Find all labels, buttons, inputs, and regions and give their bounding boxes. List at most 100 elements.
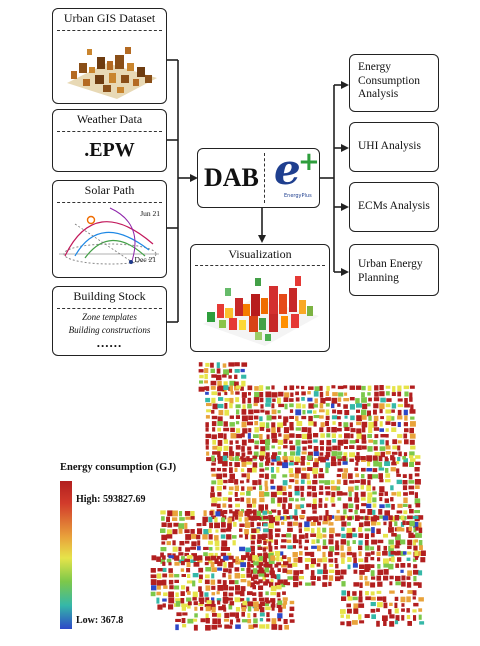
building-footprint — [222, 604, 226, 611]
building-footprint — [364, 564, 371, 571]
building-footprint — [223, 607, 227, 612]
building-footprint — [346, 621, 352, 627]
building-footprint — [400, 569, 404, 573]
building-footprint — [205, 397, 211, 403]
building-footprint — [408, 480, 415, 484]
building-footprint — [364, 569, 370, 572]
building-footprint — [223, 385, 229, 390]
building-footprint — [409, 451, 415, 456]
building-footprint — [264, 567, 270, 573]
building-footprint — [364, 581, 370, 586]
building-footprint — [350, 415, 355, 421]
building-footprint — [376, 521, 381, 526]
building-footprint — [236, 409, 240, 415]
building-footprint — [379, 439, 385, 445]
building-footprint — [388, 609, 392, 615]
building-footprint — [395, 563, 400, 568]
urban-gis-box: Urban GIS Dataset — [52, 8, 167, 104]
building-footprint — [356, 428, 362, 434]
building-footprint — [364, 614, 370, 618]
building-footprint — [301, 451, 307, 455]
building-footprint — [402, 520, 406, 526]
building-footprint — [251, 510, 256, 514]
building-footprint — [259, 607, 265, 613]
building-footprint — [314, 386, 320, 391]
building-footprint — [178, 546, 182, 552]
building-footprint — [253, 607, 259, 612]
building-footprint — [358, 558, 364, 562]
building-footprint — [406, 615, 411, 620]
building-footprint — [337, 445, 341, 451]
building-footprint — [228, 491, 233, 495]
building-footprint — [379, 515, 385, 519]
building-footprint — [341, 527, 345, 531]
building-footprint — [271, 474, 277, 479]
building-footprint — [401, 603, 405, 607]
building-footprint — [229, 580, 235, 585]
building-footprint — [342, 492, 348, 496]
building-footprint — [150, 591, 156, 597]
building-footprint — [176, 612, 182, 617]
building-footprint — [382, 615, 388, 621]
building-footprint — [413, 569, 419, 575]
building-footprint — [251, 528, 257, 533]
building-footprint — [235, 421, 240, 425]
building-footprint — [322, 521, 328, 525]
building-footprint — [415, 455, 421, 459]
building-footprint — [228, 486, 234, 491]
building-footprint — [196, 523, 202, 527]
building-footprint — [342, 473, 348, 479]
building-footprint — [235, 607, 240, 612]
building-footprint — [295, 498, 299, 502]
building-footprint — [226, 528, 232, 532]
building-footprint — [359, 575, 363, 580]
building-footprint — [376, 575, 382, 581]
building-footprint — [245, 547, 251, 552]
building-footprint — [408, 473, 413, 480]
building-footprint — [240, 591, 245, 597]
building-footprint — [289, 613, 294, 618]
building-footprint — [324, 486, 331, 490]
building-footprint — [229, 397, 234, 404]
building-footprint — [366, 455, 372, 462]
building-footprint — [340, 621, 345, 626]
building-footprint — [211, 386, 216, 390]
building-footprint — [322, 557, 328, 563]
building-footprint — [307, 391, 311, 395]
building-footprint — [288, 462, 294, 466]
building-footprint — [354, 492, 359, 498]
building-footprint — [385, 468, 389, 473]
building-footprint — [283, 427, 289, 434]
building-footprint — [264, 480, 268, 487]
building-footprint — [235, 612, 239, 619]
building-footprint — [223, 427, 230, 432]
building-footprint — [325, 409, 330, 416]
building-footprint — [338, 434, 342, 438]
building-footprint — [299, 570, 304, 574]
building-footprint — [306, 480, 311, 485]
building-footprint — [332, 392, 338, 397]
building-footprint — [259, 462, 264, 468]
building-footprint — [276, 556, 280, 562]
building-footprint — [271, 455, 277, 460]
building-footprint — [204, 592, 209, 597]
building-footprint — [407, 551, 412, 555]
building-footprint — [362, 403, 368, 410]
building-footprint — [254, 391, 260, 398]
building-footprint — [406, 582, 412, 588]
building-footprint — [349, 452, 355, 458]
building-footprint — [239, 558, 245, 565]
building-footprint — [301, 458, 305, 462]
building-footprint — [372, 486, 376, 491]
building-footprint — [288, 491, 293, 498]
building-footprint — [268, 539, 274, 543]
building-footprint — [229, 403, 233, 409]
building-footprint — [282, 603, 286, 609]
building-footprint — [182, 624, 187, 628]
building-footprint — [277, 497, 282, 503]
building-footprint — [413, 522, 419, 528]
building-footprint — [325, 491, 331, 496]
building-footprint — [265, 452, 270, 457]
building-footprint — [205, 567, 212, 572]
building-footprint — [186, 555, 193, 559]
